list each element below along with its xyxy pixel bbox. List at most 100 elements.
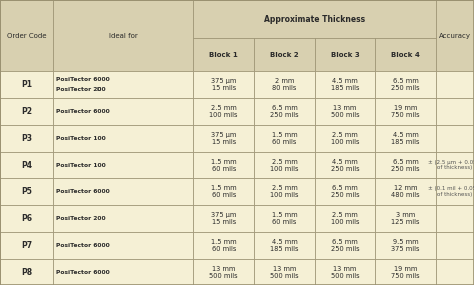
Bar bbox=[375, 125, 436, 152]
Text: 4.5 mm
185 mils: 4.5 mm 185 mils bbox=[331, 78, 359, 91]
Text: PosiTector 100: PosiTector 100 bbox=[56, 136, 106, 141]
Bar bbox=[375, 71, 436, 98]
Text: 19 mm
750 mils: 19 mm 750 mils bbox=[392, 105, 420, 118]
Text: 2.5 mm
100 mils: 2.5 mm 100 mils bbox=[210, 105, 238, 118]
Bar bbox=[53, 125, 193, 152]
Text: 375 μm
15 mils: 375 μm 15 mils bbox=[211, 78, 237, 91]
Text: 19 mm
750 mils: 19 mm 750 mils bbox=[392, 266, 420, 279]
Bar bbox=[254, 98, 315, 125]
Bar bbox=[53, 152, 193, 178]
Text: PosiTector 6000: PosiTector 6000 bbox=[56, 270, 110, 275]
Bar bbox=[0, 98, 53, 125]
Text: 4.5 mm
250 mils: 4.5 mm 250 mils bbox=[331, 158, 359, 172]
Bar bbox=[254, 259, 315, 285]
Text: 6.5 mm
250 mils: 6.5 mm 250 mils bbox=[270, 105, 299, 118]
Text: 375 μm
15 mils: 375 μm 15 mils bbox=[211, 132, 237, 145]
Text: 13 mm
500 mils: 13 mm 500 mils bbox=[270, 266, 299, 279]
Bar bbox=[315, 152, 375, 178]
Text: P4: P4 bbox=[21, 160, 32, 170]
Bar bbox=[53, 205, 193, 232]
Bar bbox=[315, 205, 375, 232]
Bar bbox=[436, 232, 474, 259]
Text: 1.5 mm
60 mils: 1.5 mm 60 mils bbox=[211, 185, 237, 198]
Text: 9.5 mm
375 mils: 9.5 mm 375 mils bbox=[392, 239, 420, 252]
Bar bbox=[0, 125, 53, 152]
Text: 6.5 mm
250 mils: 6.5 mm 250 mils bbox=[331, 185, 359, 198]
Bar bbox=[0, 205, 53, 232]
Bar bbox=[0, 71, 53, 98]
Bar bbox=[436, 152, 474, 178]
Bar bbox=[254, 125, 315, 152]
Bar bbox=[254, 178, 315, 205]
Text: 6.5 mm
250 mils: 6.5 mm 250 mils bbox=[392, 78, 420, 91]
Bar bbox=[436, 0, 474, 71]
Text: 2.5 mm
100 mils: 2.5 mm 100 mils bbox=[331, 212, 359, 225]
Bar bbox=[0, 152, 53, 178]
Text: PosiTector 6000: PosiTector 6000 bbox=[56, 243, 110, 248]
Text: Approximate Thickness: Approximate Thickness bbox=[264, 15, 365, 24]
Text: Block 4: Block 4 bbox=[392, 52, 420, 58]
Text: P6: P6 bbox=[21, 214, 32, 223]
Text: 4.5 mm
185 mils: 4.5 mm 185 mils bbox=[392, 132, 420, 145]
Bar bbox=[53, 178, 193, 205]
Text: Accuracy: Accuracy bbox=[439, 32, 471, 39]
Text: 4.5 mm
185 mils: 4.5 mm 185 mils bbox=[270, 239, 299, 252]
Bar bbox=[193, 152, 254, 178]
Text: 6.5 mm
250 mils: 6.5 mm 250 mils bbox=[392, 158, 420, 172]
Text: Block 1: Block 1 bbox=[210, 52, 238, 58]
Text: P3: P3 bbox=[21, 134, 32, 143]
Text: 1.5 mm
60 mils: 1.5 mm 60 mils bbox=[272, 212, 297, 225]
Bar bbox=[53, 232, 193, 259]
Bar bbox=[0, 232, 53, 259]
Text: Ideal for: Ideal for bbox=[109, 32, 137, 39]
Bar bbox=[0, 0, 53, 71]
Text: Block 3: Block 3 bbox=[331, 52, 359, 58]
Text: PosiTector 6000: PosiTector 6000 bbox=[56, 189, 110, 194]
Bar bbox=[193, 178, 254, 205]
Bar bbox=[53, 98, 193, 125]
Bar bbox=[193, 205, 254, 232]
Text: ± (0.1 mil + 0.05%
of thickness): ± (0.1 mil + 0.05% of thickness) bbox=[428, 186, 474, 197]
Bar bbox=[436, 259, 474, 285]
Text: 12 mm
480 mils: 12 mm 480 mils bbox=[392, 185, 420, 198]
Bar bbox=[254, 205, 315, 232]
Bar bbox=[193, 38, 254, 71]
Text: Order Code: Order Code bbox=[7, 32, 46, 39]
Text: 1.5 mm
60 mils: 1.5 mm 60 mils bbox=[272, 132, 297, 145]
Text: 13 mm
500 mils: 13 mm 500 mils bbox=[210, 266, 238, 279]
Bar bbox=[315, 259, 375, 285]
Text: P2: P2 bbox=[21, 107, 32, 116]
Text: 13 mm
500 mils: 13 mm 500 mils bbox=[331, 105, 359, 118]
Bar bbox=[375, 205, 436, 232]
Bar bbox=[0, 259, 53, 285]
Text: 3 mm
125 mils: 3 mm 125 mils bbox=[392, 212, 420, 225]
Bar bbox=[375, 38, 436, 71]
Text: D: D bbox=[95, 87, 102, 92]
Text: PosiTector 6000: PosiTector 6000 bbox=[56, 77, 110, 82]
Bar bbox=[254, 38, 315, 71]
Text: 2.5 mm
100 mils: 2.5 mm 100 mils bbox=[270, 185, 299, 198]
Bar bbox=[436, 125, 474, 152]
Text: 375 μm
15 mils: 375 μm 15 mils bbox=[211, 212, 237, 225]
Bar bbox=[254, 152, 315, 178]
Text: 2.5 mm
100 mils: 2.5 mm 100 mils bbox=[270, 158, 299, 172]
Bar bbox=[193, 71, 254, 98]
Bar bbox=[375, 259, 436, 285]
Bar bbox=[375, 178, 436, 205]
Bar bbox=[193, 0, 436, 38]
Bar bbox=[53, 0, 193, 71]
Bar bbox=[436, 71, 474, 98]
Bar bbox=[0, 178, 53, 205]
Bar bbox=[436, 98, 474, 125]
Text: 6.5 mm
250 mils: 6.5 mm 250 mils bbox=[331, 239, 359, 252]
Text: 2 mm
80 mils: 2 mm 80 mils bbox=[272, 78, 297, 91]
Bar bbox=[53, 259, 193, 285]
Text: P7: P7 bbox=[21, 241, 32, 250]
Text: Block 2: Block 2 bbox=[270, 52, 299, 58]
Text: 13 mm
500 mils: 13 mm 500 mils bbox=[331, 266, 359, 279]
Text: 1.5 mm
60 mils: 1.5 mm 60 mils bbox=[211, 158, 237, 172]
Bar bbox=[315, 71, 375, 98]
Bar bbox=[375, 152, 436, 178]
Bar bbox=[193, 98, 254, 125]
Text: 1.5 mm
60 mils: 1.5 mm 60 mils bbox=[211, 239, 237, 252]
